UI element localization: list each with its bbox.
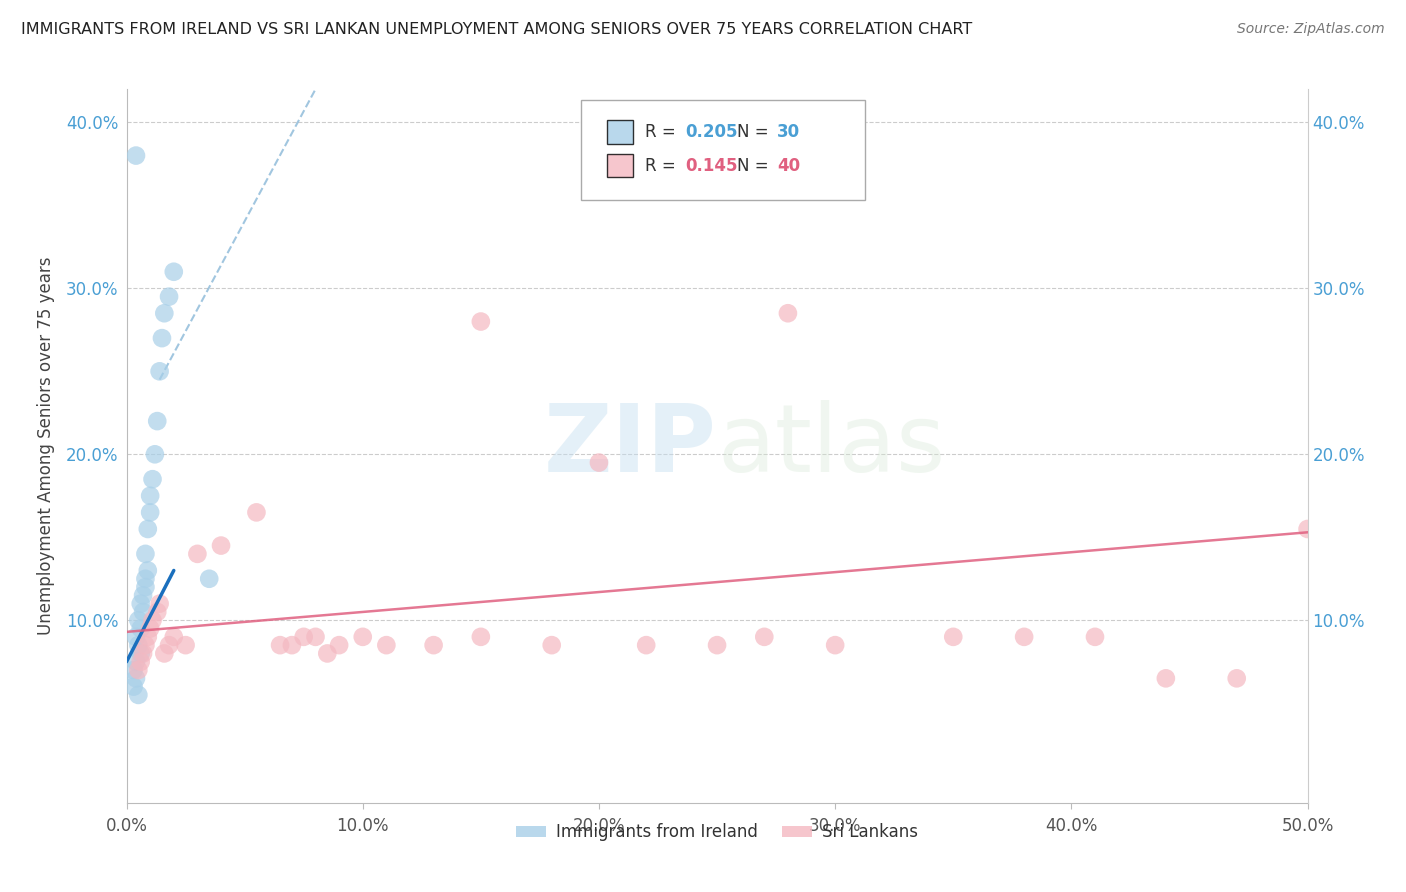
Point <box>470 314 492 328</box>
Point <box>198 572 221 586</box>
Point <box>132 647 155 661</box>
Point <box>163 265 186 279</box>
Point <box>209 539 232 553</box>
Point <box>470 630 492 644</box>
Point <box>136 630 159 644</box>
Point <box>149 597 172 611</box>
Point <box>942 630 965 644</box>
Point <box>776 306 799 320</box>
Point <box>304 630 326 644</box>
Text: 30: 30 <box>778 123 800 141</box>
Point <box>352 630 374 644</box>
Point <box>157 290 180 304</box>
Point <box>125 655 148 669</box>
Point <box>636 638 658 652</box>
Point <box>316 647 339 661</box>
FancyBboxPatch shape <box>607 120 633 144</box>
Legend: Immigrants from Ireland, Sri Lankans: Immigrants from Ireland, Sri Lankans <box>509 817 925 848</box>
Point <box>139 505 162 519</box>
Point <box>141 613 163 627</box>
Text: 0.145: 0.145 <box>685 157 738 175</box>
Point <box>122 663 145 677</box>
Point <box>125 630 148 644</box>
Point <box>153 647 176 661</box>
Point <box>174 638 197 652</box>
Text: atlas: atlas <box>717 400 945 492</box>
Point <box>328 638 350 652</box>
Point <box>125 148 148 162</box>
Point <box>134 572 156 586</box>
Text: ZIP: ZIP <box>544 400 717 492</box>
Point <box>153 306 176 320</box>
Point <box>754 630 776 644</box>
Point <box>245 505 267 519</box>
Point <box>141 472 163 486</box>
Text: R =: R = <box>645 123 681 141</box>
Point <box>422 638 444 652</box>
Point <box>136 564 159 578</box>
Point <box>150 331 173 345</box>
Point <box>292 630 315 644</box>
Point <box>134 638 156 652</box>
Point <box>127 663 149 677</box>
Point <box>1296 522 1319 536</box>
Point <box>157 638 180 652</box>
Point <box>281 638 304 652</box>
Point <box>540 638 562 652</box>
Point <box>1012 630 1035 644</box>
Point <box>163 630 186 644</box>
Point <box>1154 671 1177 685</box>
Point <box>129 597 152 611</box>
Point <box>127 688 149 702</box>
Point <box>129 622 152 636</box>
Point <box>125 671 148 685</box>
Text: 0.205: 0.205 <box>685 123 738 141</box>
Text: 40: 40 <box>778 157 800 175</box>
FancyBboxPatch shape <box>581 100 865 200</box>
Point <box>1084 630 1107 644</box>
Point <box>1226 671 1249 685</box>
Text: N =: N = <box>737 157 775 175</box>
Point <box>269 638 291 652</box>
Point <box>146 605 169 619</box>
Point <box>129 655 152 669</box>
Point <box>139 489 162 503</box>
Point <box>139 622 162 636</box>
Y-axis label: Unemployment Among Seniors over 75 years: Unemployment Among Seniors over 75 years <box>37 257 55 635</box>
FancyBboxPatch shape <box>607 153 633 178</box>
Point <box>132 605 155 619</box>
Point <box>143 447 166 461</box>
Point <box>149 364 172 378</box>
Point <box>127 638 149 652</box>
Point <box>122 680 145 694</box>
Point <box>134 580 156 594</box>
Point <box>136 522 159 536</box>
Text: Source: ZipAtlas.com: Source: ZipAtlas.com <box>1237 22 1385 37</box>
Point <box>132 588 155 602</box>
Point <box>824 638 846 652</box>
Text: N =: N = <box>737 123 775 141</box>
Point <box>134 547 156 561</box>
Text: R =: R = <box>645 157 681 175</box>
Point <box>186 547 208 561</box>
Text: IMMIGRANTS FROM IRELAND VS SRI LANKAN UNEMPLOYMENT AMONG SENIORS OVER 75 YEARS C: IMMIGRANTS FROM IRELAND VS SRI LANKAN UN… <box>21 22 973 37</box>
Point <box>146 414 169 428</box>
Point <box>706 638 728 652</box>
Point <box>588 456 610 470</box>
Point <box>127 613 149 627</box>
Point <box>375 638 398 652</box>
Point <box>129 647 152 661</box>
